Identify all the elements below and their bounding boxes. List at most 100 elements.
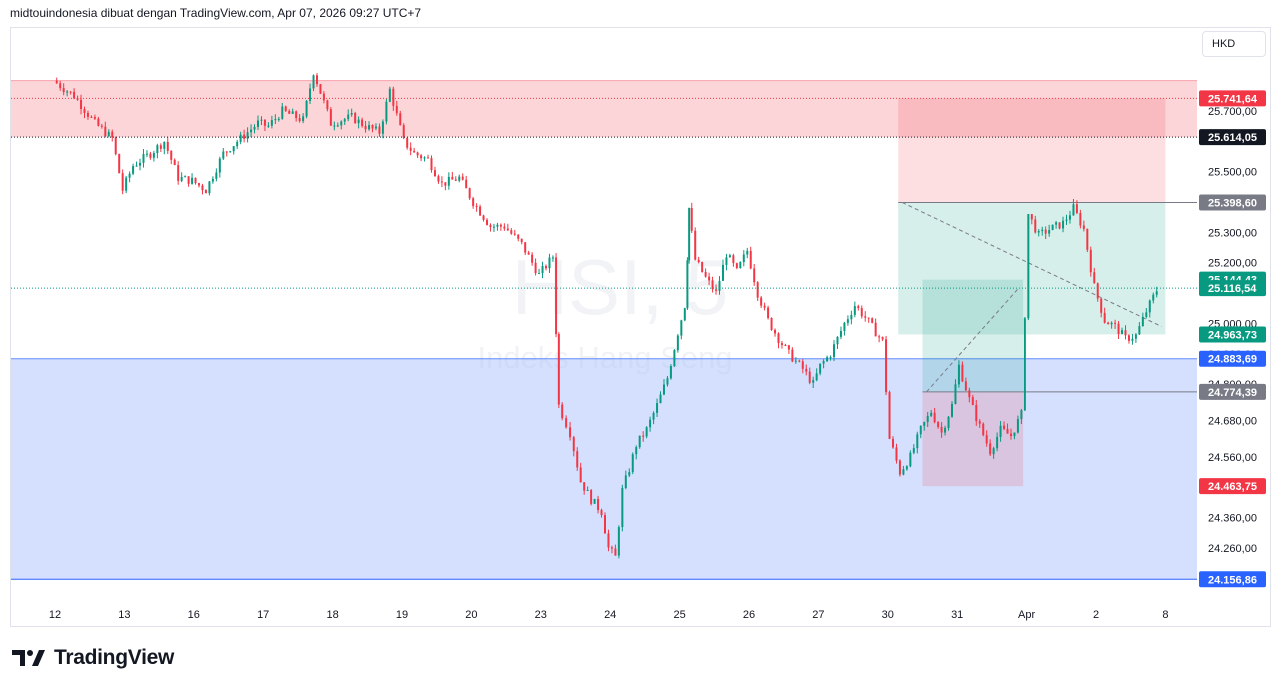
candle-body bbox=[694, 230, 697, 260]
candle-body bbox=[697, 259, 700, 263]
candle bbox=[850, 310, 853, 325]
candle bbox=[430, 155, 433, 173]
candle bbox=[364, 120, 367, 133]
candle bbox=[1148, 299, 1151, 318]
candle bbox=[1016, 415, 1019, 434]
candle bbox=[100, 123, 103, 129]
candle bbox=[350, 108, 353, 117]
candle bbox=[1055, 220, 1058, 229]
candle bbox=[322, 91, 325, 104]
candle bbox=[551, 255, 554, 262]
candle bbox=[499, 223, 502, 231]
candle bbox=[947, 415, 950, 431]
candle bbox=[295, 110, 298, 122]
candle-body bbox=[361, 119, 364, 126]
candle bbox=[784, 343, 787, 347]
candle-body bbox=[732, 255, 735, 264]
candle-body bbox=[80, 99, 83, 110]
x-tick-label: 19 bbox=[396, 609, 408, 621]
candle bbox=[93, 114, 96, 120]
candle-body bbox=[871, 318, 874, 323]
candle-body bbox=[329, 109, 332, 126]
candle bbox=[399, 110, 402, 126]
candle-body bbox=[1100, 298, 1103, 313]
candle-body bbox=[985, 435, 988, 444]
candle-body bbox=[520, 238, 523, 243]
candle-body bbox=[881, 337, 884, 340]
candle-body bbox=[857, 306, 860, 309]
price-badge-label: 24.774,39 bbox=[1208, 387, 1257, 399]
candle bbox=[590, 489, 593, 506]
candle-body bbox=[756, 282, 759, 298]
candle bbox=[635, 445, 638, 460]
candle-body bbox=[569, 427, 572, 438]
candle-body bbox=[1138, 326, 1141, 335]
candle bbox=[728, 253, 731, 258]
candle bbox=[402, 123, 405, 140]
candle-body bbox=[104, 126, 107, 137]
candle bbox=[423, 156, 426, 162]
candle-body bbox=[333, 125, 336, 127]
candle bbox=[166, 137, 169, 155]
zone-resistance bbox=[11, 80, 1197, 138]
candle-body bbox=[812, 380, 815, 383]
candle bbox=[628, 468, 631, 478]
candle bbox=[461, 173, 464, 181]
candle bbox=[787, 344, 790, 354]
y-tick-label: 25.700,00 bbox=[1208, 106, 1257, 118]
candle-body bbox=[628, 472, 631, 476]
candle-body bbox=[586, 490, 589, 492]
candle-body bbox=[541, 266, 544, 274]
candle bbox=[711, 276, 714, 293]
tradingview-logo[interactable]: TradingView bbox=[12, 646, 174, 670]
price-badge: 24.883,69 bbox=[1199, 350, 1266, 367]
candle-body bbox=[1068, 215, 1071, 220]
candle-body bbox=[229, 151, 232, 153]
candle-body bbox=[1124, 330, 1127, 336]
candle-body bbox=[676, 335, 679, 351]
currency-label[interactable]: HKD bbox=[1202, 31, 1266, 57]
candle bbox=[1044, 226, 1047, 240]
candle-body bbox=[222, 151, 225, 159]
candle-body bbox=[302, 116, 305, 122]
x-axis[interactable]: 12 13 16 17 18 19 20 23 24 25 26 27 30 31 Apr 2 8 bbox=[49, 609, 1169, 621]
candle bbox=[763, 302, 766, 311]
candle-body bbox=[597, 498, 600, 511]
candle bbox=[440, 176, 443, 188]
candle bbox=[142, 149, 145, 168]
candle bbox=[1034, 215, 1037, 234]
candle bbox=[621, 484, 624, 532]
candle-body bbox=[132, 166, 135, 174]
candle-body bbox=[198, 183, 201, 186]
candle bbox=[923, 421, 926, 431]
candles-layer bbox=[55, 73, 1158, 559]
candle bbox=[1103, 307, 1106, 324]
candle-body bbox=[912, 448, 915, 453]
candle-body bbox=[184, 176, 187, 178]
candle-body bbox=[1086, 228, 1089, 250]
candle bbox=[624, 470, 627, 490]
candle bbox=[378, 123, 381, 137]
position-trade-path bbox=[926, 287, 1020, 393]
candle-body bbox=[895, 447, 898, 461]
candle bbox=[600, 508, 603, 518]
candle bbox=[243, 129, 246, 143]
candle-body bbox=[982, 423, 985, 436]
candle-body bbox=[888, 392, 891, 439]
candle-body bbox=[374, 126, 377, 129]
candle-body bbox=[656, 403, 659, 413]
candle-body bbox=[1145, 312, 1148, 317]
candle bbox=[1107, 321, 1110, 325]
candle bbox=[1124, 325, 1127, 340]
candle-body bbox=[1103, 312, 1106, 323]
candle-body bbox=[1020, 410, 1023, 420]
candle bbox=[270, 115, 273, 129]
candle bbox=[510, 228, 513, 235]
candle-body bbox=[954, 384, 957, 404]
candle bbox=[395, 100, 398, 116]
candle-body bbox=[107, 131, 110, 137]
candle bbox=[819, 363, 822, 376]
candle-body bbox=[1006, 428, 1009, 434]
candle bbox=[454, 176, 457, 182]
